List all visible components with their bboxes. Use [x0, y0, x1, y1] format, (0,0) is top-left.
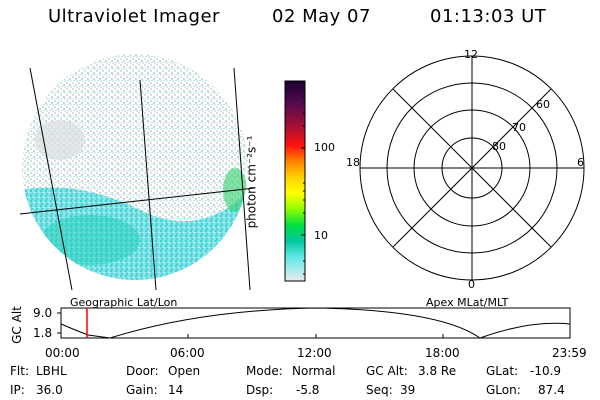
- colorbar-tick-10: 10: [314, 229, 328, 242]
- ip-label: IP:: [10, 383, 25, 397]
- mlt-label-bottom: 0: [468, 278, 475, 291]
- polar-grid: [359, 55, 585, 281]
- apex-label: Apex MLat/MLT: [426, 296, 509, 309]
- colorbar: [284, 80, 306, 282]
- dsp-label: Dsp:: [246, 383, 274, 397]
- glon-label: GLon:: [486, 383, 521, 397]
- altitude-xtick-1: 06:00: [170, 346, 205, 360]
- mlt-label-top: 12: [464, 48, 478, 61]
- seq-label: Seq:: [366, 383, 393, 397]
- gcalt-value: 3.8 Re: [418, 364, 457, 378]
- instrument-title: Ultraviolet Imager: [48, 6, 220, 27]
- date-label: 02 May 07: [272, 6, 371, 27]
- altitude-ylabel: GC Alt: [9, 306, 24, 344]
- colorbar-tick-100: 100: [314, 141, 335, 154]
- altitude-ytick-high: 9.0: [33, 306, 53, 320]
- altitude-ytick-low: 1.8: [33, 326, 53, 340]
- gain-label: Gain:: [126, 383, 158, 397]
- dsp-value: -5.8: [296, 383, 320, 397]
- gcalt-label: GC Alt:: [366, 364, 408, 378]
- glat-value: -10.9: [530, 364, 562, 378]
- colorbar-unit-label: photon cm⁻²s⁻¹: [244, 135, 259, 229]
- altitude-xtick-0: 00:00: [45, 346, 80, 360]
- geographic-label: Geographic Lat/Lon: [70, 296, 178, 309]
- auroral-image: [19, 54, 256, 291]
- altitude-plot: [57, 307, 571, 339]
- mlt-label-left: 18: [346, 156, 360, 169]
- altitude-xtick-2: 12:00: [297, 346, 332, 360]
- ip-value: 36.0: [36, 383, 63, 397]
- flt-value: LBHL: [36, 364, 67, 378]
- door-value: Open: [168, 364, 201, 378]
- flt-label: Flt:: [10, 364, 29, 378]
- door-label: Door:: [126, 364, 159, 378]
- glon-value: 87.4: [538, 383, 565, 397]
- lat-label-80: 80: [492, 140, 506, 153]
- altitude-xtick-4: 23:59: [552, 346, 587, 360]
- time-label: 01:13:03 UT: [430, 6, 547, 27]
- gain-value: 14: [168, 383, 184, 397]
- altitude-xtick-3: 18:00: [425, 346, 460, 360]
- mode-value: Normal: [292, 364, 336, 378]
- lat-label-60: 60: [536, 98, 550, 111]
- seq-value: 39: [400, 383, 416, 397]
- mlt-label-right: 6: [577, 156, 584, 169]
- lat-label-70: 70: [512, 121, 526, 134]
- mode-label: Mode:: [246, 364, 283, 378]
- glat-label: GLat:: [486, 364, 519, 378]
